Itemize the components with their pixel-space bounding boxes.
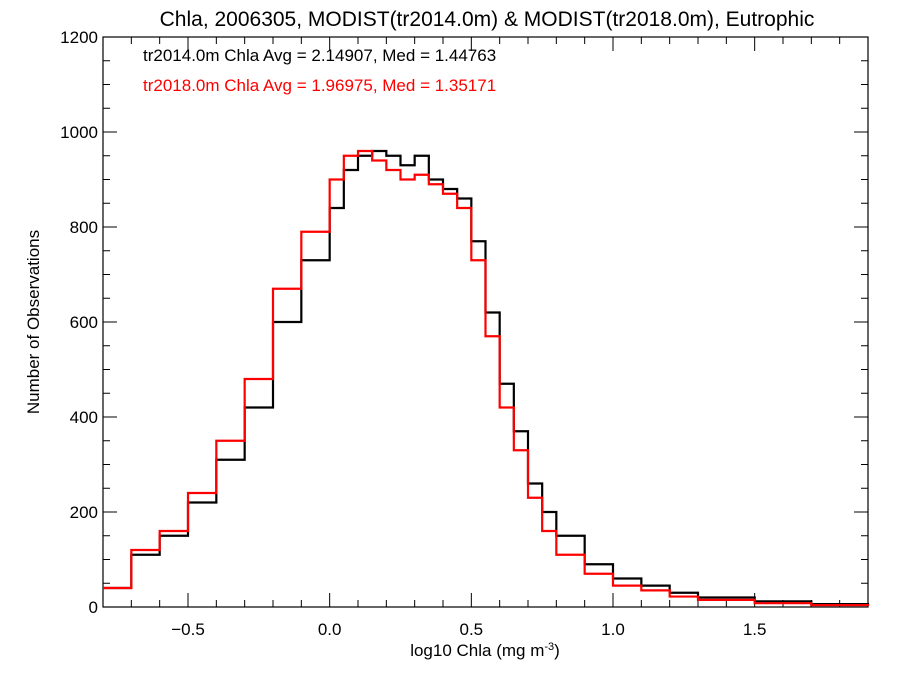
x-tick-label: 0.0 bbox=[318, 620, 342, 639]
legend: tr2014.0m Chla Avg = 2.14907, Med = 1.44… bbox=[143, 46, 496, 95]
x-axis-label-main: log10 Chla (mg m bbox=[410, 641, 544, 660]
x-axis-label: log10 Chla (mg m-3) bbox=[410, 641, 560, 660]
chart-title: Chla, 2006305, MODIST(tr2014.0m) & MODIS… bbox=[160, 8, 815, 31]
x-tick-label: 0.5 bbox=[460, 620, 484, 639]
legend-entry-tr2018: tr2018.0m Chla Avg = 1.96975, Med = 1.35… bbox=[143, 76, 496, 95]
x-axis-label-close: ) bbox=[554, 641, 560, 660]
x-tick-label: 1.5 bbox=[743, 620, 767, 639]
x-tick-label: −0.5 bbox=[171, 620, 205, 639]
legend-entry-tr2014: tr2014.0m Chla Avg = 2.14907, Med = 1.44… bbox=[143, 46, 496, 65]
y-tick-label: 1200 bbox=[60, 28, 98, 47]
series-layer bbox=[103, 149, 870, 607]
axis-ticks bbox=[103, 36, 868, 608]
x-axis-label-exponent: -3 bbox=[544, 641, 554, 653]
series-tr2018-line bbox=[103, 149, 870, 607]
axis-tick-labels: −0.5 0.0 0.5 1.0 1.5 0 200 400 600 800 1000 1200 bbox=[60, 28, 766, 639]
y-tick-label: 200 bbox=[70, 503, 98, 522]
y-tick-label: 1000 bbox=[60, 123, 98, 142]
y-tick-label: 600 bbox=[70, 313, 98, 332]
series-tr2014-line bbox=[103, 149, 870, 606]
y-tick-label: 0 bbox=[89, 598, 98, 617]
x-tick-label: 1.0 bbox=[601, 620, 625, 639]
y-tick-label: 400 bbox=[70, 408, 98, 427]
y-tick-label: 800 bbox=[70, 218, 98, 237]
y-axis-label: Number of Observations bbox=[24, 230, 43, 414]
